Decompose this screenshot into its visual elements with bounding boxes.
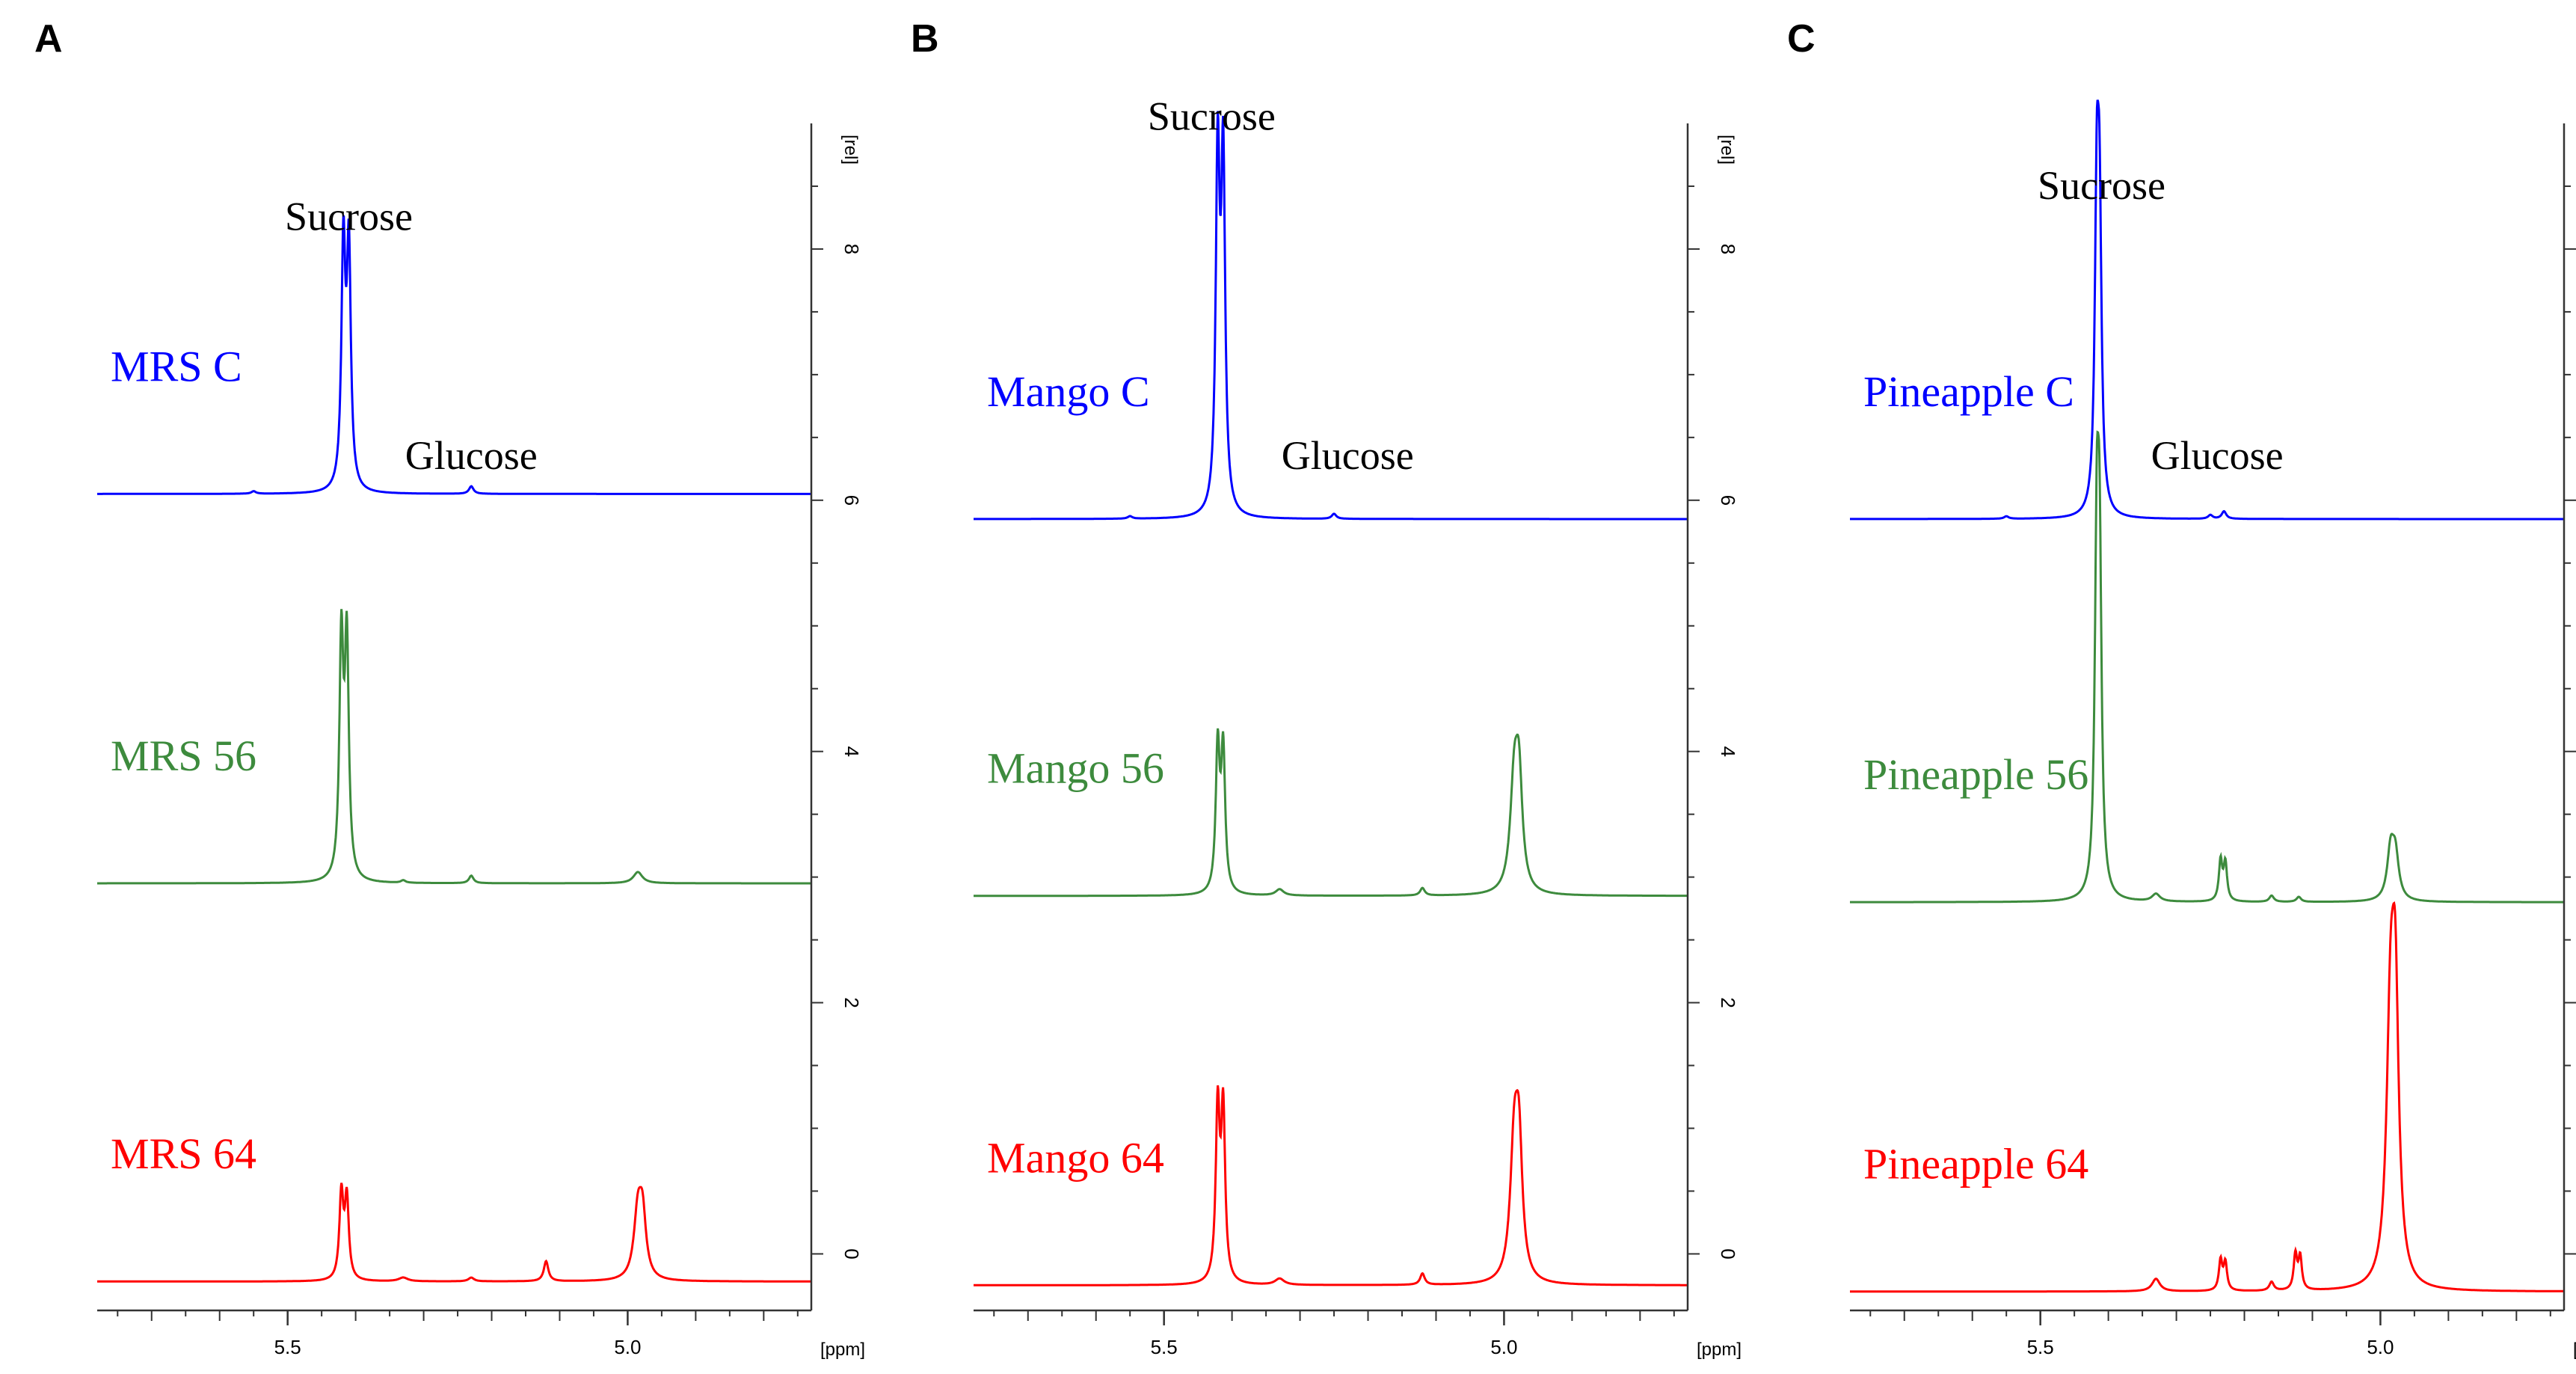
y-tick-label: 4 bbox=[1717, 746, 1739, 756]
series-label: MRS 64 bbox=[111, 1129, 256, 1178]
peak-annotation: Glucose bbox=[2151, 433, 2284, 478]
y-axis-label: [rel] bbox=[840, 135, 861, 165]
y-tick-label: 2 bbox=[840, 997, 863, 1008]
x-tick-label: 5.5 bbox=[1151, 1336, 1178, 1358]
peak-annotation: Sucrose bbox=[285, 194, 413, 239]
spectrum-line-pineapple-64 bbox=[1850, 901, 2565, 1293]
nmr-spectrum-panel-c: Pineapple C Pineapple 56 Pineapple 64 Sucro… bbox=[1850, 99, 2576, 1360]
x-tick-label: 5.5 bbox=[2027, 1336, 2054, 1358]
series-label: MRS C bbox=[111, 342, 242, 390]
y-tick-label: 6 bbox=[1717, 495, 1739, 506]
x-axis-label: [ppm] bbox=[820, 1340, 865, 1360]
y-tick-label: 8 bbox=[840, 244, 863, 254]
series-label: Pineapple C bbox=[1863, 367, 2074, 416]
series-label: Mango 56 bbox=[987, 744, 1164, 793]
y-tick-label: 8 bbox=[1717, 244, 1739, 254]
peak-annotation: Sucrose bbox=[1148, 93, 1276, 138]
x-axis-label: [ppm] bbox=[1697, 1340, 1742, 1360]
nmr-spectrum-panel-a: MRS C MRS 56 MRS 64 Sucrose Glucose 5.5 5.0 [pp… bbox=[97, 123, 865, 1360]
spectrum-line-mango-64 bbox=[974, 1085, 1688, 1286]
panel-letter-a: A bbox=[34, 17, 63, 61]
nmr-spectrum-panel-b: Mango C Mango 56 Mango 64 Sucrose Glucose 5.5… bbox=[974, 93, 1742, 1360]
spectrum-line-mango-56 bbox=[974, 728, 1688, 898]
series-label: Mango 64 bbox=[987, 1133, 1164, 1182]
x-tick-label: 5.0 bbox=[614, 1336, 641, 1358]
y-axis-label: [rel] bbox=[1717, 135, 1737, 165]
y-tick-label: 0 bbox=[840, 1248, 863, 1259]
panel-letter-b: B bbox=[911, 17, 939, 61]
x-tick-label: 5.0 bbox=[2367, 1336, 2394, 1358]
x-axis-label: [ppm] bbox=[2573, 1340, 2576, 1360]
series-label: Pineapple 56 bbox=[1863, 750, 2088, 799]
y-tick-label: 6 bbox=[840, 495, 863, 506]
series-label: Mango C bbox=[987, 367, 1150, 416]
spectrum-line-pineapple-c bbox=[1850, 99, 2564, 521]
spectrum-line-mango-c bbox=[974, 111, 1688, 521]
y-tick-label: 2 bbox=[1717, 997, 1739, 1008]
spectrum-line-mrs-c bbox=[97, 212, 811, 495]
y-tick-label: 4 bbox=[840, 746, 863, 756]
spectrum-line-mrs-56 bbox=[97, 609, 811, 885]
x-tick-label: 5.5 bbox=[274, 1336, 301, 1358]
panel-letter-c: C bbox=[1787, 17, 1816, 61]
series-label: Pineapple 64 bbox=[1863, 1140, 2088, 1189]
peak-annotation: Sucrose bbox=[2038, 163, 2165, 208]
peak-annotation: Glucose bbox=[1282, 433, 1414, 478]
spectrum-line-pineapple-56 bbox=[1850, 430, 2564, 904]
x-tick-label: 5.0 bbox=[1490, 1336, 1517, 1358]
y-tick-label: 0 bbox=[1717, 1248, 1739, 1259]
series-label: MRS 56 bbox=[111, 732, 256, 780]
peak-annotation: Glucose bbox=[405, 433, 538, 478]
spectrum-line-mrs-64 bbox=[97, 1183, 811, 1283]
